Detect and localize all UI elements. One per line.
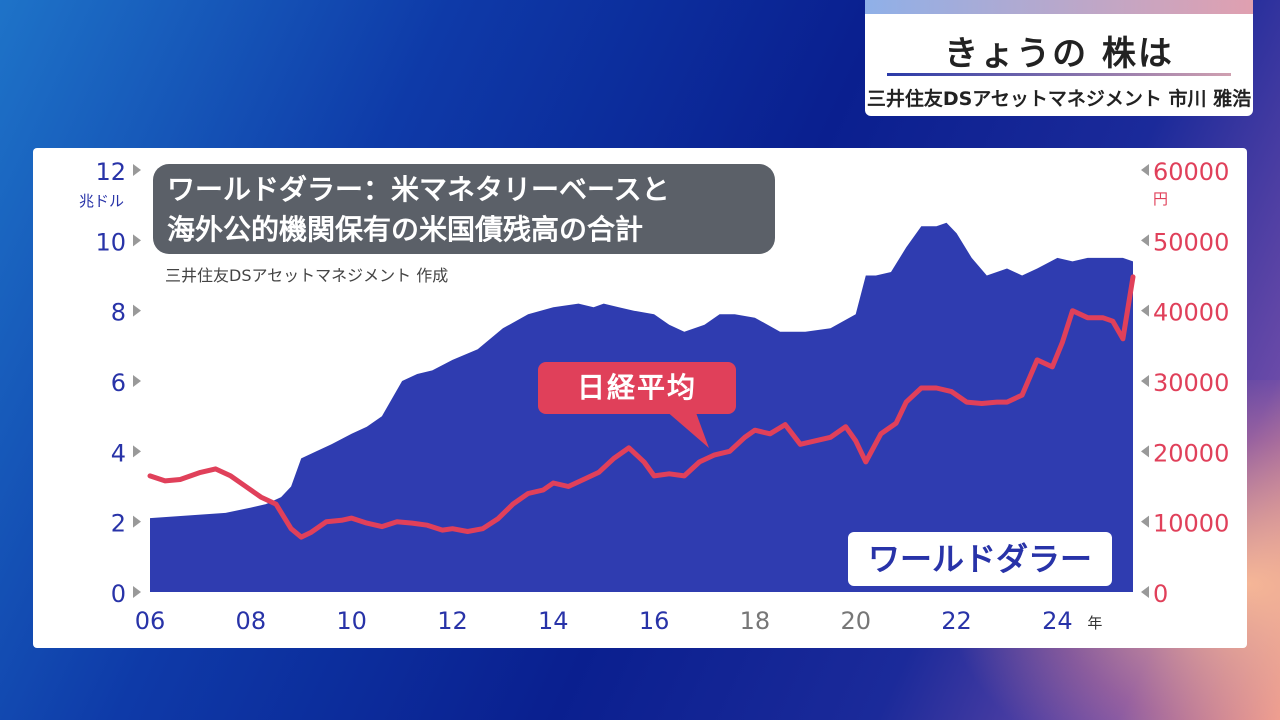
- right-axis-tick-marker: [1141, 586, 1149, 598]
- title-accent-bar: [865, 0, 1253, 14]
- right-axis-tick-marker: [1141, 234, 1149, 247]
- chart-title-line-1: ワールドダラー：米マネタリーベースと: [167, 173, 670, 206]
- right-axis-unit: 円: [1153, 190, 1168, 208]
- x-axis-tick-label: 22: [941, 607, 972, 635]
- x-axis-tick-label: 10: [336, 607, 367, 635]
- left-axis-tick-marker: [133, 375, 141, 387]
- right-axis-tick-label: 0: [1153, 580, 1168, 608]
- guest-name: 三井住友DSアセットマネジメント 市川 雅浩: [866, 88, 1252, 110]
- nikkei-label-pointer: [665, 410, 709, 448]
- right-axis-tick-label: 50000: [1153, 228, 1229, 256]
- left-axis-tick-marker: [133, 586, 141, 598]
- x-axis-tick-label: 24: [1042, 607, 1073, 635]
- right-axis-tick-label: 30000: [1153, 369, 1229, 397]
- x-axis-tick-label: 14: [538, 607, 569, 635]
- right-axis-tick-label: 10000: [1153, 510, 1229, 538]
- nikkei-line: [147, 274, 1136, 540]
- x-axis-tick-label: 18: [740, 607, 771, 635]
- right-axis-tick-label: 40000: [1153, 299, 1229, 327]
- left-axis-tick-label: 0: [111, 580, 126, 608]
- left-axis-unit: 兆ドル: [79, 192, 124, 210]
- left-axis-tick-marker: [133, 164, 141, 176]
- world-dollar-series-label: ワールドダラー: [848, 532, 1112, 586]
- program-title-box: きょうの 株は 三井住友DSアセットマネジメント 市川 雅浩: [865, 0, 1253, 116]
- x-axis-tick-label: 06: [135, 607, 166, 635]
- right-axis-tick-marker: [1141, 164, 1149, 176]
- left-axis-tick-marker: [133, 515, 141, 528]
- title-divider: [887, 73, 1231, 76]
- right-axis-tick-marker: [1141, 304, 1149, 317]
- x-axis-tick-label: 08: [236, 607, 267, 635]
- left-axis-tick-label: 6: [111, 369, 126, 397]
- x-axis-tick-label: 16: [639, 607, 670, 635]
- right-axis-tick-marker: [1141, 445, 1149, 458]
- chart-title: ワールドダラー：米マネタリーベースと 海外公的機関保有の米国債残高の合計: [153, 164, 775, 254]
- left-axis-tick-marker: [133, 304, 141, 317]
- nikkei-series-label: 日経平均: [538, 362, 736, 414]
- left-axis-tick-label: 2: [111, 510, 126, 538]
- program-title: きょうの 株は: [944, 34, 1174, 74]
- left-axis-tick-label: 4: [111, 439, 126, 467]
- x-axis-unit: 年: [1087, 614, 1102, 632]
- right-axis-tick-marker: [1141, 515, 1149, 528]
- left-axis-tick-marker: [133, 445, 141, 458]
- right-axis-tick-label: 60000: [1153, 158, 1229, 186]
- chart-title-line-2: 海外公的機関保有の米国債残高の合計: [167, 213, 644, 246]
- right-axis-tick-label: 20000: [1153, 439, 1229, 467]
- left-axis-tick-label: 12: [95, 158, 126, 186]
- left-axis-tick-label: 10: [95, 228, 126, 256]
- left-axis-tick-marker: [133, 234, 141, 247]
- x-axis-tick-label: 12: [437, 607, 468, 635]
- x-axis-tick-label: 20: [840, 607, 871, 635]
- left-axis-tick-label: 8: [111, 299, 126, 327]
- right-axis-tick-marker: [1141, 375, 1149, 387]
- chart-source: 三井住友DSアセットマネジメント 作成: [165, 266, 449, 285]
